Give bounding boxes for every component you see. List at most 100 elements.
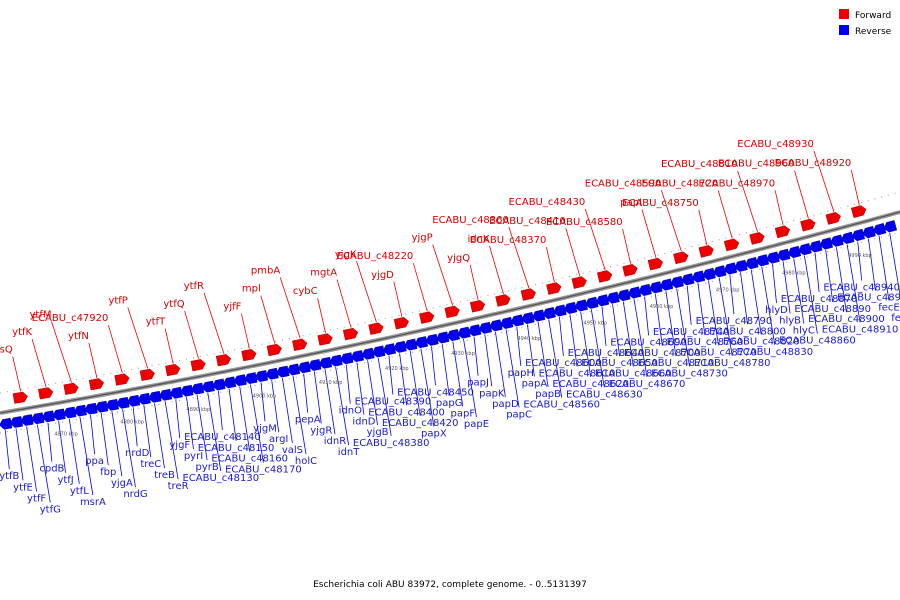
gene-label[interactable]: ytfB: [0, 471, 20, 482]
gene-label[interactable]: mgtA: [310, 268, 337, 279]
gene-arrow[interactable]: [158, 388, 173, 401]
gene-label[interactable]: yjgD: [371, 270, 394, 281]
gene-label[interactable]: ECABU_c48900: [808, 314, 885, 325]
gene-arrow[interactable]: [840, 231, 855, 245]
gene-label[interactable]: ECABU_c48650: [581, 358, 658, 369]
gene-arrow[interactable]: [307, 359, 322, 371]
gene-label[interactable]: cysQ: [0, 344, 13, 355]
gene-arrow[interactable]: [478, 321, 492, 334]
gene-arrow[interactable]: [723, 238, 740, 252]
gene-label[interactable]: ECABU_c48930: [737, 139, 814, 150]
gene-label[interactable]: ECABU_c48940: [823, 283, 900, 294]
gene-arrow[interactable]: [31, 412, 45, 425]
gene-arrow[interactable]: [148, 390, 162, 403]
gene-arrow[interactable]: [467, 324, 482, 337]
gene-arrow[interactable]: [808, 240, 823, 254]
gene-arrow[interactable]: [190, 359, 207, 372]
gene-arrow[interactable]: [63, 406, 77, 419]
gene-label[interactable]: ECABU_c48560: [523, 400, 600, 411]
gene-label[interactable]: ytfQ: [163, 299, 184, 310]
gene-arrow[interactable]: [350, 350, 365, 363]
gene-arrow[interactable]: [552, 304, 567, 317]
gene-label[interactable]: ppa: [85, 456, 104, 467]
gene-label[interactable]: idnR: [324, 436, 346, 447]
gene-arrow[interactable]: [165, 363, 181, 377]
gene-arrow[interactable]: [774, 225, 791, 239]
gene-arrow[interactable]: [638, 283, 652, 297]
gene-arrow[interactable]: [673, 251, 689, 265]
gene-label[interactable]: ECABU_c48220: [337, 251, 414, 262]
gene-arrow[interactable]: [435, 331, 450, 344]
gene-label[interactable]: papA: [522, 379, 548, 390]
gene-label[interactable]: fecE: [878, 303, 900, 314]
gene-label[interactable]: yjgB: [367, 427, 389, 438]
gene-arrow[interactable]: [114, 373, 131, 386]
gene-label[interactable]: ytfG: [40, 505, 61, 516]
gene-arrow[interactable]: [520, 312, 535, 325]
gene-label[interactable]: holC: [295, 456, 317, 467]
gene-label[interactable]: ECABU_c48430: [509, 197, 586, 208]
gene-arrow[interactable]: [800, 218, 816, 232]
gene-label[interactable]: papG: [436, 398, 463, 409]
gene-label[interactable]: ECABU_c48760: [667, 337, 744, 348]
gene-arrow[interactable]: [622, 263, 639, 277]
gene-label[interactable]: ytfE: [13, 482, 33, 493]
gene-label[interactable]: ECABU_c48910: [822, 324, 899, 335]
gene-label[interactable]: ytfM: [30, 310, 52, 321]
gene-label[interactable]: ECABU_c47920: [32, 313, 109, 324]
gene-label[interactable]: fecD: [891, 313, 900, 324]
gene-arrow[interactable]: [317, 333, 334, 346]
gene-label[interactable]: mpl: [242, 284, 261, 295]
gene-arrow[interactable]: [393, 316, 410, 330]
gene-arrow[interactable]: [116, 396, 130, 409]
gene-arrow[interactable]: [233, 374, 247, 387]
gene-arrow[interactable]: [73, 404, 87, 417]
gene-arrow[interactable]: [180, 384, 194, 397]
gene-arrow[interactable]: [425, 333, 439, 346]
gene-arrow[interactable]: [744, 257, 759, 270]
gene-arrow[interactable]: [342, 327, 359, 341]
gene-label[interactable]: ECABU_c48810: [661, 159, 738, 170]
gene-label[interactable]: treR: [168, 481, 189, 492]
gene-arrow[interactable]: [266, 343, 283, 357]
gene-label[interactable]: papH: [508, 368, 534, 379]
gene-label[interactable]: ECABU_c48670: [609, 379, 686, 390]
gene-label[interactable]: idnO: [339, 406, 362, 417]
gene-arrow[interactable]: [776, 248, 791, 262]
gene-arrow[interactable]: [52, 408, 66, 421]
gene-label[interactable]: idnK: [467, 234, 489, 245]
gene-label[interactable]: ECABU_c48450: [397, 387, 474, 398]
gene-arrow[interactable]: [574, 299, 588, 313]
gene-label[interactable]: ECABU_c48890: [794, 304, 871, 315]
gene-arrow[interactable]: [861, 225, 876, 239]
gene-label[interactable]: yjgR: [310, 425, 332, 436]
gene-label[interactable]: papD: [492, 399, 519, 410]
gene-label[interactable]: ECABU_c48720: [642, 178, 719, 189]
gene-arrow[interactable]: [444, 305, 461, 319]
gene-arrow[interactable]: [850, 204, 867, 218]
gene-label[interactable]: ECABU_c48780: [694, 358, 771, 369]
gene-arrow[interactable]: [531, 309, 546, 322]
gene-label[interactable]: ECABU_c48700: [624, 348, 701, 359]
gene-arrow[interactable]: [648, 281, 663, 295]
gene-arrow[interactable]: [286, 363, 301, 376]
gene-arrow[interactable]: [520, 288, 537, 301]
gene-label[interactable]: papJ: [467, 378, 489, 389]
gene-label[interactable]: ytfT: [146, 317, 166, 328]
gene-label[interactable]: ECABU_c48770: [680, 348, 757, 359]
gene-arrow[interactable]: [691, 270, 706, 284]
gene-arrow[interactable]: [457, 326, 471, 339]
gene-arrow[interactable]: [510, 314, 525, 327]
gene-label[interactable]: yjgK: [335, 249, 357, 260]
gene-label[interactable]: ECABU_c48660: [595, 369, 672, 380]
gene-arrow[interactable]: [723, 262, 738, 276]
gene-label[interactable]: ECABU_c48420: [382, 418, 459, 429]
gene-arrow[interactable]: [563, 301, 578, 315]
gene-label[interactable]: ECABU_c48590: [585, 178, 662, 189]
gene-label[interactable]: ECABU_c48160: [211, 454, 288, 465]
gene-label[interactable]: ECABU_c48640: [568, 348, 645, 359]
gene-arrow[interactable]: [215, 354, 232, 367]
gene-label[interactable]: treB: [154, 470, 175, 481]
gene-label[interactable]: ECABU_c48580: [546, 217, 623, 228]
gene-arrow[interactable]: [169, 386, 183, 399]
